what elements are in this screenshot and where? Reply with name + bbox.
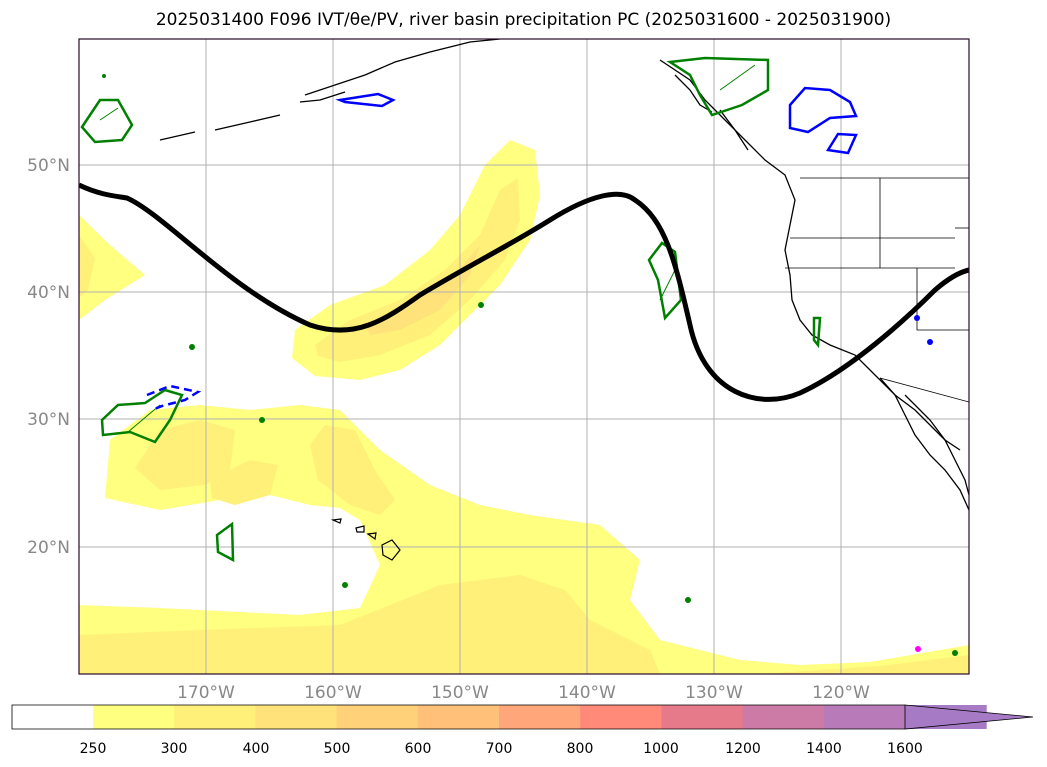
river-basins-blue xyxy=(146,86,858,412)
colorbar-tick-label: 1000 xyxy=(643,741,679,757)
gulf-of-california xyxy=(904,394,961,451)
basin-north-west xyxy=(80,98,134,144)
ivt-region-north-inner xyxy=(79,235,95,298)
colorbar-frame xyxy=(11,704,905,730)
lon-tick-label: 120°W xyxy=(812,683,870,703)
ivt-region-southeast-inner xyxy=(760,655,969,674)
basin-alaska-blue xyxy=(335,92,396,108)
colorbar-labels: 250 300 400 500 600 700 800 1000 1200 14… xyxy=(80,741,923,757)
colorbar-tick-label: 1400 xyxy=(806,741,842,757)
hawaii-islands xyxy=(330,518,401,561)
colorbar-segment xyxy=(742,705,825,729)
map-frame xyxy=(78,38,970,675)
lon-tick-label: 140°W xyxy=(558,683,616,703)
baja-california xyxy=(879,377,969,511)
ivt-region-central-inner xyxy=(135,420,235,490)
ivt-region-central-inner-3 xyxy=(310,425,395,515)
lat-tick-labels: 50°N 40°N 30°N 20°N xyxy=(27,156,70,558)
north-america-west-coast xyxy=(659,59,969,496)
colorbar-tick-label: 500 xyxy=(324,741,351,757)
colorbar-segment xyxy=(580,705,662,729)
colorbar-tick-label: 700 xyxy=(486,741,513,757)
basin-canada-blue-2 xyxy=(825,132,858,155)
lon-tick-label: 160°W xyxy=(304,683,362,703)
colorbar-segment xyxy=(255,705,338,729)
basin-canada-blue xyxy=(788,86,858,134)
colorbar xyxy=(11,704,1034,730)
colorbar-segment xyxy=(417,705,500,729)
ivt-region-central-inner-2 xyxy=(210,460,278,505)
gridlines xyxy=(79,39,969,674)
basin-bc xyxy=(666,56,770,117)
colorbar-segment xyxy=(499,705,581,729)
colorbar-segment xyxy=(93,705,175,729)
colorbar-extend-arrow xyxy=(904,704,1034,730)
basin-central-west xyxy=(100,388,184,444)
colorbar-segment xyxy=(336,705,419,729)
lat-tick-label: 50°N xyxy=(27,156,70,176)
lat-tick-label: 40°N xyxy=(27,283,70,303)
colorbar-tick-label: 1600 xyxy=(887,741,923,757)
basin-offshore xyxy=(647,241,683,321)
colorbar-tick-label: 300 xyxy=(161,741,188,757)
alaska-coast xyxy=(159,39,501,141)
jet-stream-contour xyxy=(79,182,969,402)
basin-dashed-blue xyxy=(146,384,202,412)
basin-small-1 xyxy=(215,521,235,563)
river-basins-green xyxy=(80,56,822,563)
colorbar-tick-label: 400 xyxy=(243,741,270,757)
lon-tick-label: 150°W xyxy=(431,683,489,703)
colorbar-segment xyxy=(174,705,256,729)
map-title: 2025031400 F096 IVT/θe/PV, river basin p… xyxy=(155,10,892,30)
colorbar-tick-label: 250 xyxy=(80,741,107,757)
coastlines xyxy=(159,39,969,511)
state-borders xyxy=(785,177,969,403)
ivt-shading xyxy=(79,140,969,674)
lon-tick-label: 170°W xyxy=(177,683,235,703)
colorbar-segment xyxy=(661,705,744,729)
ivt-region-south-inner xyxy=(79,575,660,674)
colorbar-tick-label: 800 xyxy=(567,741,594,757)
ivt-region-plume-inner xyxy=(315,178,520,362)
lon-tick-labels: 170°W 160°W 150°W 140°W 130°W 120°W xyxy=(177,683,870,703)
colorbar-segment xyxy=(12,705,94,729)
lat-tick-label: 20°N xyxy=(27,538,70,558)
ivt-region-north xyxy=(79,215,145,320)
colorbar-segment xyxy=(823,705,906,729)
basin-california xyxy=(812,316,822,349)
lat-tick-label: 30°N xyxy=(27,410,70,430)
colorbar-tick-label: 1200 xyxy=(725,741,761,757)
basin-small-markers xyxy=(102,74,958,656)
ivt-region-subtropical xyxy=(79,405,969,674)
colorbar-tick-label: 600 xyxy=(405,741,432,757)
lon-tick-label: 130°W xyxy=(685,683,743,703)
bc-islands xyxy=(674,74,749,151)
river-basins-green-hatch xyxy=(99,64,756,433)
